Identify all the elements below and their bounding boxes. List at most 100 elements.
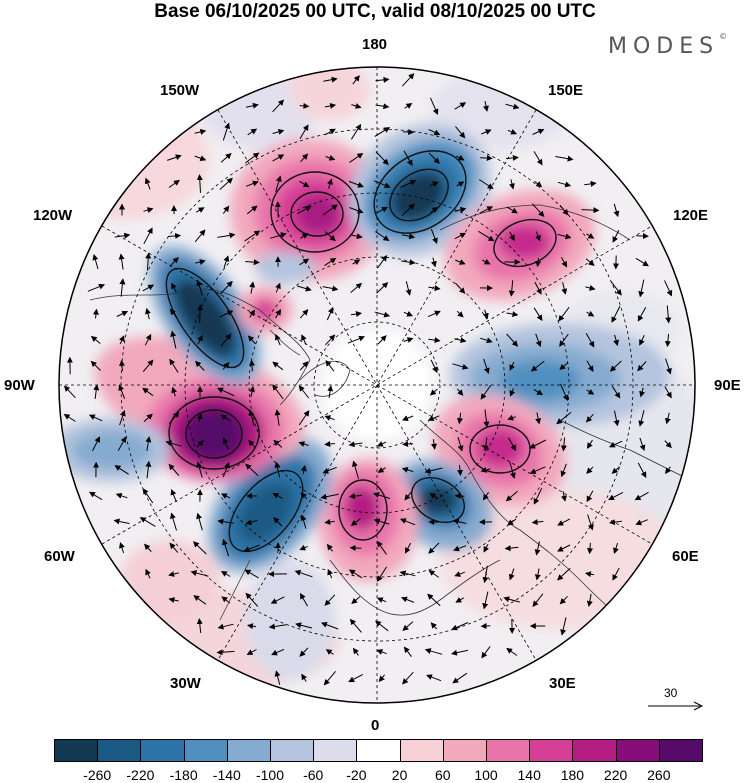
wind-arrow <box>482 591 489 610</box>
wind-arrow <box>424 648 443 655</box>
wind-arrow <box>530 360 545 372</box>
wind-arrow <box>427 415 440 422</box>
wind-arrow <box>561 282 568 295</box>
wind-arrow <box>559 362 569 371</box>
wind-arrow <box>300 233 309 239</box>
wind-arrow <box>585 413 594 423</box>
wind-arrow <box>299 544 308 551</box>
colorbar-cell <box>226 739 271 762</box>
wind-arrow <box>399 570 416 577</box>
wind-arrow <box>272 361 284 371</box>
wind-arrow <box>402 129 415 136</box>
wind-arrow <box>144 333 152 346</box>
wind-arrow <box>483 409 490 428</box>
wind-arrow <box>142 359 154 373</box>
wind-arrow <box>326 307 334 321</box>
wind-arrow <box>118 253 125 270</box>
wind-arrow <box>220 333 232 347</box>
wind-arrow <box>586 388 595 395</box>
wind-arrow <box>274 670 281 685</box>
wind-arrow <box>480 337 493 344</box>
wind-arrow <box>196 461 203 478</box>
wind-arrow <box>169 411 180 425</box>
wind-arrow <box>613 203 620 218</box>
wind-arrow <box>245 259 260 266</box>
wind-arrow <box>299 102 310 109</box>
wind-arrow <box>90 360 101 371</box>
wind-arrow <box>482 437 489 452</box>
wind-arrow <box>272 128 285 135</box>
wind-arrow <box>374 180 391 189</box>
wind-arrow <box>300 465 307 475</box>
wind-arrow <box>456 181 465 188</box>
wind-arrow <box>114 465 129 475</box>
wind-arrow <box>87 283 106 292</box>
wind-arrow <box>529 466 546 474</box>
wind-arrow <box>531 519 544 526</box>
wind-arrow <box>92 436 100 452</box>
wind-arrow <box>349 153 364 163</box>
wind-arrow <box>299 180 310 188</box>
wind-arrow <box>219 310 234 318</box>
wind-arrow <box>63 385 76 399</box>
colorbar-tick-label: 100 <box>474 767 498 783</box>
wind-arrow <box>171 282 177 293</box>
wind-arrow <box>373 492 391 499</box>
wind-arrow <box>352 460 359 479</box>
wind-arrow <box>404 103 413 109</box>
wind-arrow <box>301 334 307 346</box>
wind-arrow <box>274 461 281 478</box>
wind-arrow <box>196 279 203 296</box>
wind-arrow <box>401 596 415 603</box>
wind-arrow <box>376 649 387 655</box>
wind-arrow <box>535 257 542 268</box>
wind-arrow <box>326 543 333 552</box>
wind-arrow <box>374 127 391 137</box>
wind-arrow <box>559 383 569 402</box>
wind-arrow <box>427 310 441 318</box>
anomaly-field <box>59 67 695 703</box>
wind-arrow <box>219 280 233 295</box>
wind-arrow <box>350 123 362 140</box>
wind-arrow <box>428 285 441 292</box>
wind-arrow <box>402 621 414 631</box>
wind-arrow <box>452 363 469 370</box>
wind-arrow <box>167 154 182 161</box>
wind-arrow <box>430 206 439 213</box>
wind-arrow <box>664 466 671 475</box>
wind-arrow <box>350 233 363 240</box>
wind-arrow <box>535 231 541 242</box>
wind-arrow <box>454 493 465 500</box>
wind-arrow <box>298 385 310 399</box>
wind-arrow <box>609 360 622 372</box>
colorbar-cell <box>529 739 574 762</box>
wind-arrow <box>480 155 493 162</box>
wind-arrow <box>532 593 544 607</box>
wind-arrow <box>247 335 256 345</box>
wind-arrow <box>586 593 593 607</box>
wind-arrow <box>638 410 645 427</box>
wind-arrow <box>323 76 338 83</box>
wind-arrow <box>401 415 414 421</box>
wind-arrow <box>376 597 387 603</box>
wind-arrow <box>429 493 438 499</box>
wind-arrow <box>196 413 203 423</box>
wind-arrow <box>478 230 495 242</box>
wind-arrow <box>324 518 335 525</box>
wind-arrow <box>117 436 127 452</box>
wind-arrow <box>325 649 334 655</box>
wind-arrow <box>534 281 542 295</box>
wind-arrow <box>324 103 337 109</box>
wind-arrow <box>168 597 179 603</box>
wind-arrow <box>509 179 515 190</box>
wind-arrow <box>457 437 464 452</box>
wind-arrow <box>637 361 647 372</box>
wind-arrow <box>664 440 672 449</box>
wind-arrow <box>453 545 467 552</box>
wind-arrow <box>454 571 465 577</box>
wind-arrow <box>327 178 333 189</box>
colorbar-tick-label: 60 <box>435 767 451 783</box>
wind-arrow <box>428 337 441 344</box>
wind-arrow <box>401 73 415 87</box>
wind-arrow <box>324 231 336 242</box>
